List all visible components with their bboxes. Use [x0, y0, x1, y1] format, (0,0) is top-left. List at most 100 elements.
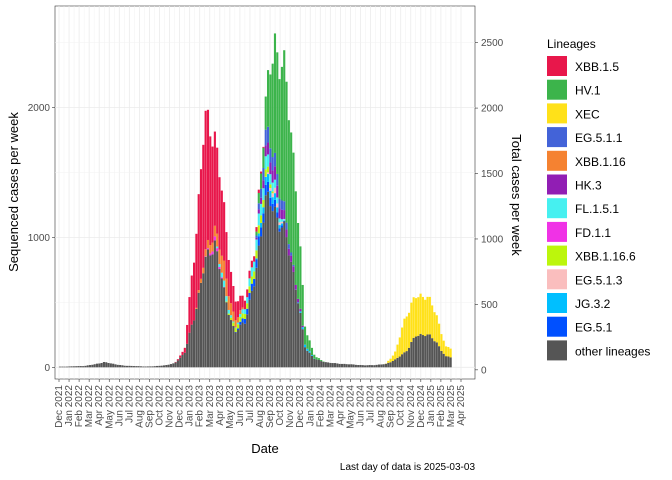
- bar-segment-other-lineages: [306, 350, 309, 368]
- bar-segment-hv-1: [260, 173, 263, 189]
- bar-segment-other-lineages: [93, 364, 96, 368]
- bar-segment-other-lineages: [183, 352, 186, 368]
- bar-segment-fd-1-1: [218, 267, 221, 270]
- bar-segment-other-lineages: [398, 356, 401, 368]
- bar-segment-hv-1: [287, 120, 290, 245]
- bar-segment-other-lineages: [174, 362, 177, 368]
- x-tick-label: Jan 2024: [305, 385, 316, 427]
- bar-segment-xbb-1-5: [229, 271, 233, 304]
- bar-segment-other-lineages: [303, 347, 307, 368]
- legend: Lineages XBB.1.5 HV.1 XEC EG.5.1.1 XBB.1.16 H…: [547, 37, 650, 361]
- bar-segment-other-lineages: [310, 355, 314, 368]
- bar-segment-other-lineages: [227, 315, 230, 368]
- bar-segment-hv-1: [297, 223, 300, 299]
- legend-swatch-xec: [547, 103, 567, 124]
- bar-segment-other-lineages: [354, 364, 357, 368]
- bar-segment-eg-5-1-1: [278, 198, 281, 209]
- bar-segment-fl-1-5-1: [260, 203, 263, 216]
- legend-swatch-jg-3-2: [547, 293, 567, 313]
- bar-segment-other-lineages: [109, 363, 112, 368]
- bar-segment-xbb-1-16: [239, 310, 242, 315]
- bar-segment-xbb-1-5: [262, 146, 265, 148]
- legend-swatch-fl-1-5-1: [547, 198, 567, 219]
- bar-segment-other-lineages: [297, 303, 300, 368]
- bar-segment-fd-1-1: [211, 251, 214, 255]
- bar-segment-xbb-1-16-6: [227, 313, 230, 315]
- x-tick-label: Mar 2023: [205, 385, 216, 428]
- bar-segment-eg-5-1: [248, 292, 251, 300]
- bar-segment-xec: [389, 358, 392, 363]
- y-tick-label: 0: [44, 363, 50, 374]
- bar-segment-jg-3-2: [276, 207, 279, 213]
- legend-swatch-eg-5-1: [547, 316, 567, 337]
- y-axis-right: 0 500 1000 1500 2000 2500: [475, 38, 504, 376]
- bar-segment-hv-1: [283, 50, 286, 202]
- x-tick-label: Jul 2024: [366, 385, 377, 423]
- bar-segment-other-lineages: [82, 366, 85, 368]
- bar-segment-eg-5-1-1: [262, 167, 265, 181]
- bar-segment-other-lineages: [75, 366, 78, 368]
- bar-segment-xbb-1-16-6: [234, 327, 237, 332]
- x-tick-label: Jan 2022: [64, 385, 75, 427]
- bar-segment-other-lineages: [253, 286, 256, 368]
- bar-segment-other-lineages: [391, 360, 394, 368]
- bar-segment-xbb-1-5: [181, 351, 184, 355]
- bar-segment-other-lineages: [102, 362, 105, 368]
- bar-segment-other-lineages: [447, 356, 450, 368]
- x-tick-label: May 2024: [345, 385, 356, 429]
- bar-segment-xec: [431, 305, 434, 339]
- bar-segment-hk-3: [269, 162, 272, 175]
- bar-segment-xbb-1-5: [195, 233, 198, 308]
- legend-label-fd-1-1: FD.1.1: [575, 226, 611, 240]
- bar-segment-other-lineages: [320, 361, 323, 368]
- bar-segment-other-lineages: [255, 267, 258, 368]
- bar-segment-xbb-1-16-6: [243, 314, 246, 319]
- bar-segment-xbb-1-5: [186, 324, 189, 344]
- bar-segment-other-lineages: [229, 320, 233, 368]
- legend-title: Lineages: [547, 37, 596, 51]
- bar-segment-hv-1: [303, 326, 307, 345]
- bar-segment-eg-5-1: [236, 328, 240, 331]
- x-tick-label: Feb 2025: [436, 385, 447, 428]
- bar-segment-other-lineages: [116, 364, 119, 368]
- bar-segment-xbb-1-16-6: [250, 276, 253, 284]
- bar-segment-other-lineages: [257, 245, 260, 368]
- bar-segment-hv-1: [262, 147, 265, 168]
- bar-segment-other-lineages: [276, 217, 279, 368]
- bar-segment-other-lineages: [401, 354, 404, 368]
- bar-segment-other-lineages: [204, 256, 207, 368]
- bar-segment-other-lineages: [366, 365, 369, 368]
- bar-segment-eg-5-1: [255, 259, 258, 268]
- x-tick-label: Dec 2021: [54, 385, 65, 428]
- bar-segment-other-lineages: [264, 195, 267, 368]
- bar-segment-other-lineages: [377, 364, 381, 368]
- bar-segment-xbb-1-5: [227, 259, 230, 297]
- bar-segment-other-lineages: [260, 236, 263, 368]
- bar-segment-other-lineages: [119, 365, 122, 368]
- bar-segment-jg-3-2: [303, 344, 307, 348]
- bar-segment-xbb-1-5: [206, 109, 210, 240]
- bar-segment-hv-1: [273, 33, 277, 153]
- x-tick-label: Jun 2023: [235, 385, 246, 427]
- bar-segment-jg-3-2: [271, 197, 274, 204]
- bar-segment-other-lineages: [313, 358, 316, 368]
- legend-label-xec: XEC: [575, 107, 600, 121]
- bar-segment-other-lineages: [301, 329, 304, 368]
- bar-segment-other-lineages: [98, 363, 101, 368]
- bar-segment-xbb-1-16: [225, 278, 228, 297]
- x-tick-label: May 2023: [225, 385, 236, 429]
- bar-segment-xec: [410, 302, 413, 343]
- y-tick-label: 1000: [28, 233, 51, 244]
- bar-segment-xec: [417, 297, 420, 336]
- bar-segment-hv-1: [271, 63, 274, 158]
- bar-segment-fl-1-5-1: [220, 272, 223, 278]
- bar-segment-xbb-1-16: [216, 233, 219, 247]
- x-tick-label: Jan 2025: [426, 385, 437, 427]
- bar-segment-hv-1: [301, 284, 304, 326]
- bar-segment-xbb-1-5: [202, 144, 205, 268]
- y-tick-label: 2000: [28, 103, 51, 114]
- bar-segment-eg-5-1: [257, 236, 260, 246]
- bar-segment-other-lineages: [324, 362, 327, 368]
- bar-segment-fl-1-5-1: [218, 264, 221, 268]
- bar-segment-hk-3: [276, 185, 279, 198]
